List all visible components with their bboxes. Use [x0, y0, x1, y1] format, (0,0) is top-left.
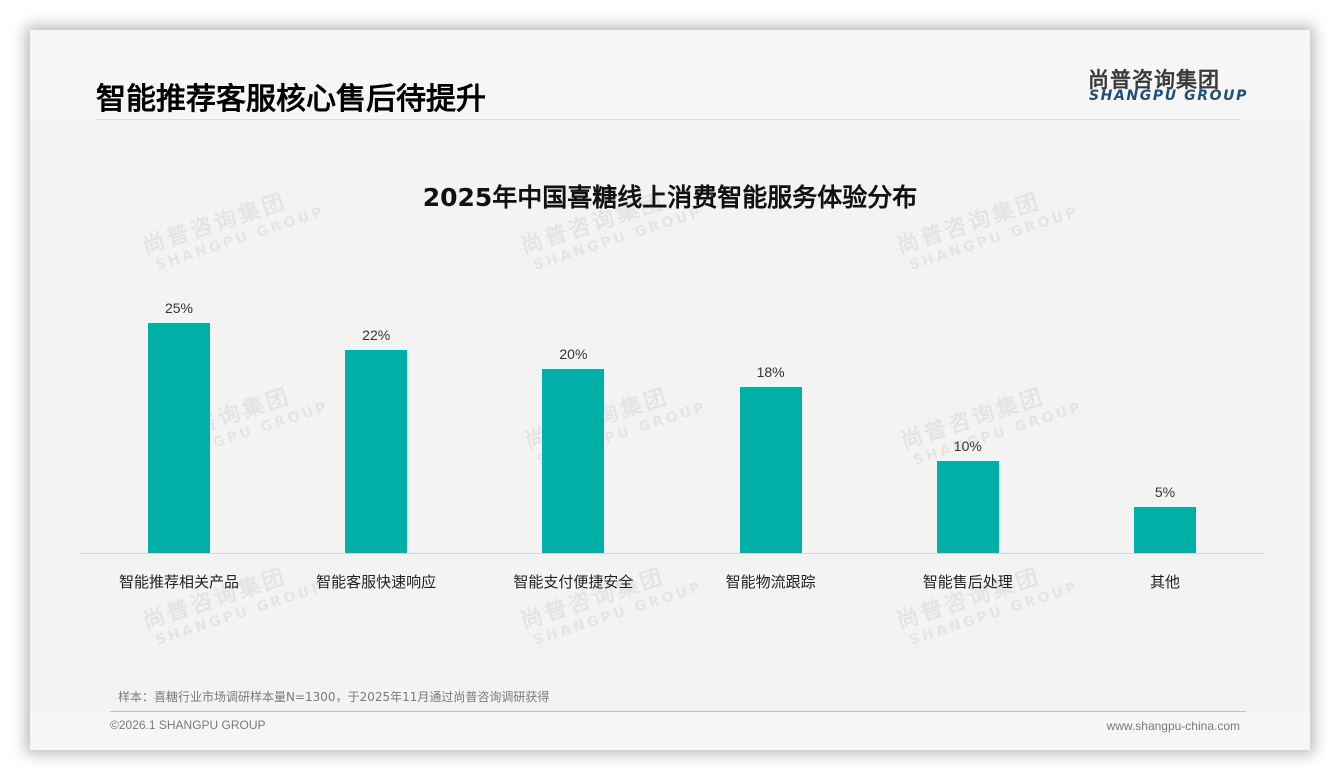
bar	[345, 350, 408, 553]
category-label: 智能支付便捷安全	[513, 573, 634, 591]
category-label: 智能售后处理	[922, 573, 1013, 591]
logo-english: SHANGPU GROUP	[1089, 88, 1248, 104]
footer-band	[30, 712, 1310, 750]
bar-value-label: 25%	[164, 299, 194, 316]
copyright: ©2026.1 SHANGPU GROUP	[110, 718, 266, 732]
header-band	[30, 30, 1310, 120]
category-label: 智能推荐相关产品	[118, 573, 239, 591]
bar	[1134, 506, 1196, 553]
page-title: 智能推荐客服核心售后待提升	[96, 82, 486, 117]
bar	[936, 460, 999, 553]
logo-chinese: 尚普咨询集团	[1088, 68, 1220, 92]
bar-value-label: 20%	[559, 345, 588, 362]
bar-chart: 25% 智能推荐相关产品 22% 智能客服快速响应 20% 智能支付便捷安全 18% 智能物流…	[30, 30, 1310, 750]
bar-value-label: 22%	[362, 327, 391, 344]
chart-title: 2025年中国喜糖线上消费智能服务体验分布	[422, 183, 918, 212]
bar	[739, 387, 802, 553]
x-axis-line	[80, 553, 1264, 554]
bar-value-label: 5%	[1154, 483, 1176, 500]
category-label: 智能物流跟踪	[725, 573, 816, 591]
title-divider	[96, 119, 1240, 120]
bar	[542, 368, 605, 553]
bar-value-label: 18%	[756, 364, 785, 381]
category-label: 智能客服快速响应	[316, 573, 437, 591]
website-link[interactable]: www.shangpu-china.com	[1106, 719, 1240, 733]
slide: 智能推荐客服核心售后待提升 尚普咨询集团 SHANGPU GROUP 尚普咨询集…	[30, 30, 1310, 750]
category-label: 其他	[1149, 573, 1180, 591]
sample-note: 样本：喜糖行业市场调研样本量N=1300，于2025年11月通过尚普咨询调研获得	[118, 690, 550, 704]
footer-divider	[110, 711, 1246, 712]
bar	[148, 322, 210, 553]
bar-value-label: 10%	[953, 437, 982, 454]
